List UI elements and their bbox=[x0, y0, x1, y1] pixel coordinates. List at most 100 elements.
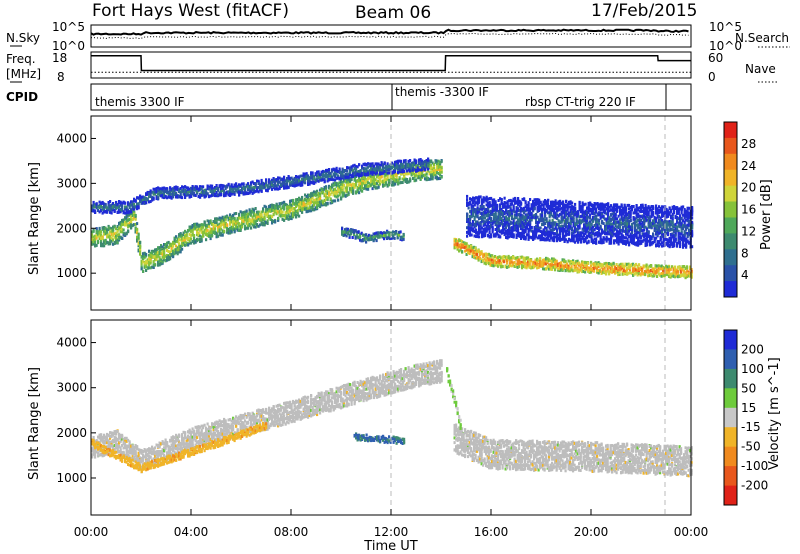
data-cell bbox=[202, 223, 205, 227]
data-cell bbox=[277, 178, 280, 182]
data-cell bbox=[181, 244, 184, 247]
data-cell bbox=[253, 208, 256, 212]
data-cell bbox=[407, 168, 410, 172]
data-cell bbox=[346, 175, 349, 179]
data-cell bbox=[160, 245, 163, 249]
data-cell bbox=[299, 203, 302, 207]
data-cell bbox=[263, 204, 266, 208]
data-cell bbox=[152, 266, 155, 269]
data-cell bbox=[199, 195, 202, 199]
data-cell bbox=[439, 177, 442, 180]
data-cell bbox=[103, 210, 106, 214]
data-cell bbox=[371, 182, 374, 186]
data-cell bbox=[292, 213, 295, 217]
data-cell bbox=[425, 163, 428, 167]
data-cell bbox=[262, 186, 265, 190]
data-cell bbox=[400, 168, 403, 172]
data-cell bbox=[286, 216, 289, 220]
data-cell bbox=[224, 185, 227, 189]
data-cell bbox=[136, 235, 139, 239]
data-cell bbox=[226, 185, 229, 189]
data-cell bbox=[310, 176, 313, 180]
data-cell bbox=[119, 235, 122, 239]
data-cell bbox=[109, 236, 112, 240]
data-cell bbox=[166, 189, 169, 193]
data-cell bbox=[166, 258, 169, 262]
data-cell bbox=[379, 163, 382, 167]
data-cell bbox=[431, 173, 434, 177]
data-cell bbox=[440, 175, 443, 179]
data-cell bbox=[323, 203, 326, 207]
data-cell bbox=[407, 162, 410, 166]
data-cell bbox=[430, 166, 433, 170]
data-cell bbox=[101, 242, 104, 246]
data-cell bbox=[167, 245, 170, 249]
data-cell bbox=[199, 240, 202, 243]
data-cell bbox=[500, 198, 503, 202]
data-cell bbox=[334, 168, 337, 172]
data-cell bbox=[196, 237, 199, 241]
data-cell bbox=[265, 211, 268, 215]
data-cell bbox=[211, 222, 214, 226]
data-cell bbox=[262, 218, 265, 222]
data-cell bbox=[244, 210, 247, 214]
data-cell bbox=[155, 249, 158, 253]
data-cell bbox=[397, 159, 400, 163]
data-cell bbox=[163, 192, 166, 196]
data-cell bbox=[278, 185, 281, 189]
power-scatter-data bbox=[91, 157, 694, 280]
data-cell bbox=[377, 185, 380, 189]
data-cell bbox=[209, 194, 212, 198]
data-cell bbox=[287, 209, 290, 213]
data-cell bbox=[149, 256, 152, 260]
data-cell bbox=[474, 252, 477, 256]
data-cell bbox=[686, 266, 689, 270]
data-cell bbox=[277, 216, 280, 220]
data-cell bbox=[94, 237, 97, 241]
data-cell bbox=[136, 202, 139, 206]
data-cell bbox=[283, 218, 286, 222]
data-cell bbox=[271, 183, 274, 186]
data-cell bbox=[251, 219, 254, 223]
data-cell bbox=[184, 240, 187, 244]
data-cell bbox=[233, 229, 236, 233]
data-cell bbox=[325, 175, 328, 178]
data-cell bbox=[458, 238, 461, 242]
data-cell bbox=[248, 219, 251, 223]
data-cell bbox=[343, 175, 346, 179]
data-cell bbox=[112, 205, 115, 209]
data-cell bbox=[166, 241, 169, 245]
data-cell bbox=[299, 174, 302, 178]
data-cell bbox=[166, 253, 169, 257]
data-cell bbox=[98, 234, 101, 238]
data-cell bbox=[373, 178, 376, 182]
data-cell bbox=[253, 223, 256, 226]
data-cell bbox=[383, 166, 386, 170]
data-cell bbox=[256, 223, 259, 226]
data-cell bbox=[554, 268, 557, 272]
data-cell bbox=[283, 207, 286, 211]
data-cell bbox=[263, 185, 266, 189]
data-cell bbox=[317, 176, 320, 180]
data-cell bbox=[254, 182, 257, 186]
data-cell bbox=[395, 173, 398, 176]
data-cell bbox=[398, 159, 401, 163]
data-cell bbox=[431, 161, 434, 165]
data-cell bbox=[331, 169, 334, 173]
data-cell bbox=[92, 238, 95, 242]
data-cell bbox=[377, 176, 380, 180]
data-cell bbox=[215, 194, 218, 198]
data-cell bbox=[239, 183, 242, 187]
data-cell bbox=[332, 178, 335, 182]
data-cell bbox=[271, 180, 274, 184]
data-cell bbox=[280, 214, 283, 218]
data-cell bbox=[338, 192, 341, 196]
data-cell bbox=[281, 217, 284, 221]
data-cell bbox=[110, 239, 113, 243]
data-cell bbox=[163, 243, 166, 246]
data-cell bbox=[364, 170, 367, 174]
data-cell bbox=[233, 216, 236, 220]
data-cell bbox=[337, 194, 340, 198]
data-cell bbox=[425, 165, 428, 169]
data-cell bbox=[181, 185, 184, 189]
